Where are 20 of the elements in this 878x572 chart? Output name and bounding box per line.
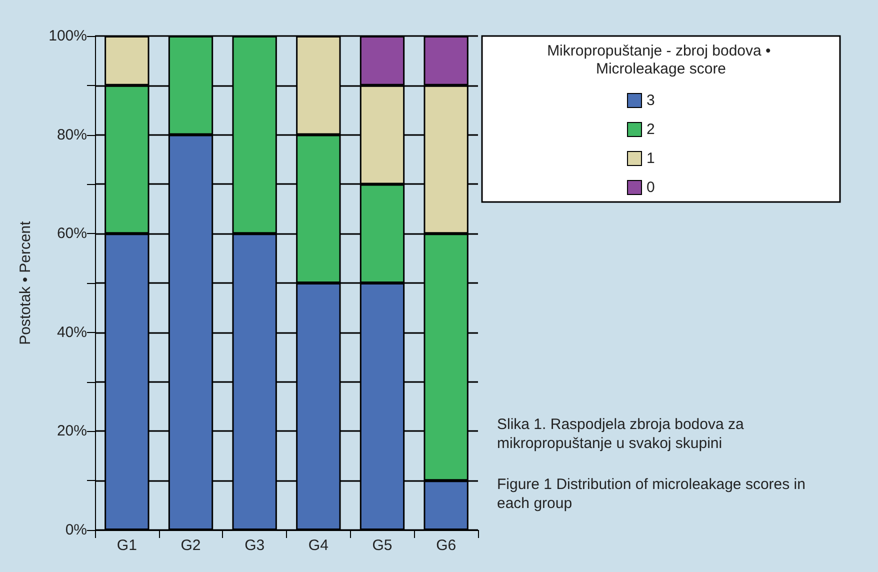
y-tick-label: 80% — [56, 126, 87, 144]
y-tick-label: 40% — [56, 324, 87, 341]
caption: Figure 1 Distribution of microleakage scores in each group — [497, 476, 810, 512]
x-tick-label: G2 — [180, 537, 201, 554]
legend-label: 0 — [646, 179, 655, 196]
y-tick-label: 20% — [56, 422, 87, 440]
y-axis-title: Postotak • Percent — [17, 220, 34, 345]
y-tick-label: 100% — [48, 28, 87, 44]
legend-title: Mikropropuštanje - zbroj bodova • Microleakage score — [547, 42, 775, 78]
y-tick-label: 0% — [65, 522, 87, 538]
text: Slika 1. Raspodjela zbroja bodova za mikropropuštanje u svakoj skupini — [497, 416, 748, 452]
x-tick-label: G1 — [116, 537, 137, 554]
x-tick-label: G3 — [244, 537, 265, 554]
legend-label: 1 — [646, 150, 655, 167]
y-tick-label: 60% — [56, 225, 87, 242]
x-tick-label: G5 — [372, 537, 392, 554]
legend-label: 2 — [646, 121, 655, 138]
x-tick-label: G6 — [436, 537, 456, 554]
legend-label: 3 — [646, 92, 655, 109]
x-tick-label: G4 — [308, 537, 328, 554]
